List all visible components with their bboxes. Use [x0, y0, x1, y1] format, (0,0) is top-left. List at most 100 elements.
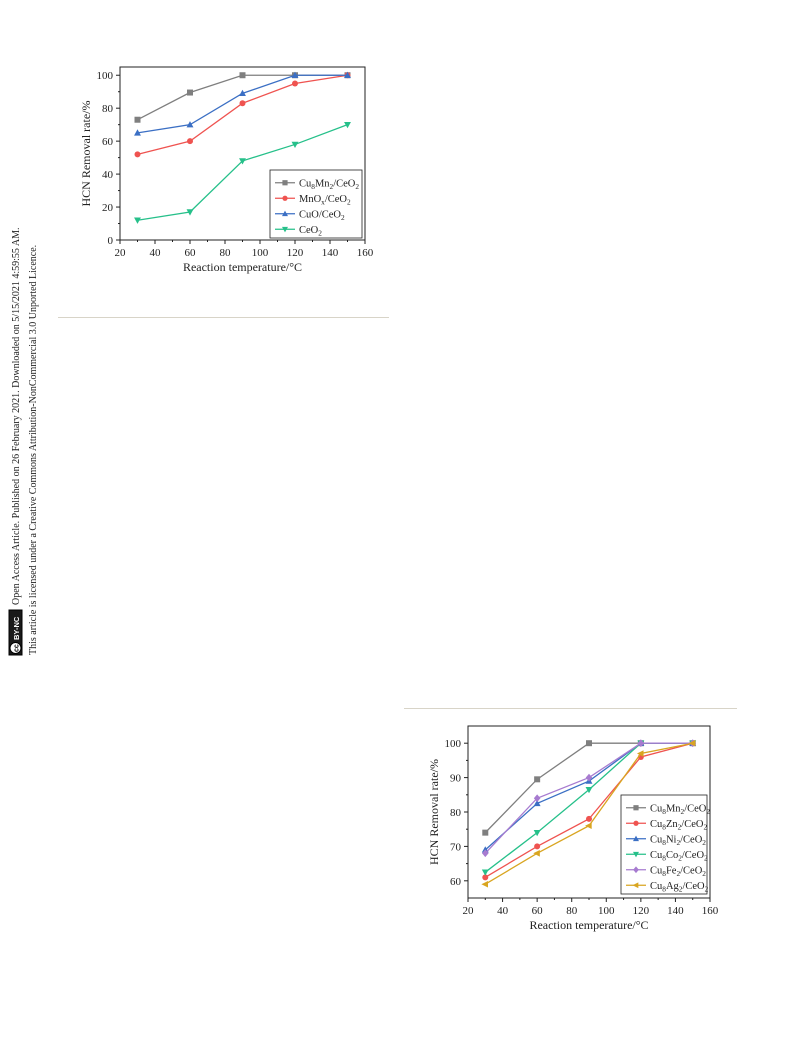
- data-point: [134, 116, 141, 123]
- legend-swatch-marker: [282, 226, 288, 233]
- x-tick-label: 140: [667, 905, 684, 917]
- data-point: [533, 849, 540, 857]
- data-point: [187, 138, 193, 145]
- series-5: [481, 739, 696, 888]
- series-2: [134, 71, 351, 136]
- data-point: [533, 829, 541, 837]
- chart-hcn-removal-oxides: 20 40 60 80 100 120 140 160020406080100Reaction…: [79, 66, 374, 274]
- y-tick-label: 0: [108, 235, 114, 247]
- x-tick-label: 140: [322, 247, 339, 259]
- data-point: [533, 794, 541, 803]
- data-point: [585, 786, 593, 794]
- data-point: [291, 71, 299, 78]
- y-tick-label: 20: [102, 202, 114, 214]
- legend-label: CuO/CeO2: [299, 209, 345, 222]
- legend-label: Cu8Ni2/CeO2: [650, 834, 706, 847]
- data-point: [481, 869, 489, 876]
- data-point: [534, 776, 541, 783]
- data-point: [534, 843, 541, 850]
- x-tick-label: 40: [150, 247, 162, 259]
- series-line: [137, 74, 348, 155]
- y-tick-label: 80: [102, 103, 114, 115]
- cc-badge: cc BY-NC: [8, 609, 23, 656]
- data-point: [482, 874, 489, 881]
- data-point: [187, 89, 193, 96]
- x-tick-label: 80: [220, 247, 232, 259]
- data-point: [239, 72, 246, 79]
- data-point: [585, 773, 593, 782]
- x-tick-label: 100: [598, 905, 615, 917]
- data-point: [134, 217, 141, 224]
- data-point: [637, 739, 645, 748]
- legend-swatch-marker: [633, 851, 639, 858]
- legend-label: Cu8Ag2/CeO2: [650, 881, 709, 894]
- series-3: [134, 121, 351, 224]
- x-tick-label: 120: [633, 905, 650, 917]
- legend-swatch-marker: [633, 866, 639, 874]
- cc-badge-logo: cc: [14, 644, 21, 652]
- data-point: [344, 71, 351, 78]
- x-axis-label: Reaction temperature/°C: [183, 260, 302, 274]
- x-tick-label: 40: [497, 905, 509, 917]
- x-tick-label: 60: [185, 247, 197, 259]
- legend-label: Cu8Mn2/CeO2: [650, 803, 710, 816]
- data-point: [239, 158, 246, 165]
- x-tick-label: 120: [287, 247, 304, 259]
- data-point: [186, 209, 194, 216]
- data-point: [688, 739, 696, 747]
- y-tick-label: 60: [102, 136, 114, 148]
- data-point: [481, 880, 488, 888]
- data-point: [134, 151, 141, 158]
- data-point: [239, 89, 246, 97]
- legend-label: Cu8Zn2/CeO2: [650, 819, 707, 832]
- x-axis-label: Reaction temperature/°C: [529, 918, 648, 932]
- legend-swatch-marker: [633, 805, 639, 811]
- y-tick-label: 100: [97, 70, 114, 82]
- x-tick-label: 60: [532, 905, 544, 917]
- x-tick-label: 80: [566, 905, 578, 917]
- y-axis-label: HCN Removal rate/%: [79, 101, 93, 207]
- y-tick-label: 90: [450, 773, 462, 785]
- series-line: [137, 74, 348, 121]
- license-line-2: This article is licensed under a Creativ…: [28, 245, 39, 655]
- x-tick-label: 100: [252, 247, 269, 259]
- y-tick-label: 40: [102, 169, 114, 181]
- data-point: [585, 822, 592, 830]
- data-point: [134, 129, 141, 136]
- legend-swatch-marker: [633, 820, 639, 826]
- x-tick-label: 160: [702, 905, 719, 917]
- data-point: [636, 750, 644, 757]
- section-divider-top: [58, 317, 389, 318]
- x-tick-label: 160: [357, 247, 374, 259]
- legend-label: Cu8Fe2/CeO2: [650, 865, 706, 878]
- chart-hcn-removal-doped: 20 40 60 80 100 120 140 16060708090100Reaction …: [427, 725, 719, 932]
- legend: Cu8Mn2/CeO2 Cu8Zn2/CeO2 Cu8Ni2/CeO2 Cu8Co2/…: [620, 794, 710, 895]
- data-point: [586, 815, 592, 822]
- legend-label: Cu8Co2/CeO2: [650, 850, 708, 863]
- x-tick-label: 20: [463, 905, 475, 917]
- data-point: [482, 829, 489, 836]
- y-tick-label: 80: [450, 807, 462, 819]
- legend-swatch-marker: [282, 180, 288, 186]
- data-point: [586, 740, 592, 747]
- license-line-1: Open Access Article. Published on 26 Feb…: [11, 228, 22, 605]
- legend-label: CeO2: [299, 225, 322, 238]
- data-point: [292, 80, 298, 87]
- legend-label: MnOx/CeO2: [299, 194, 351, 207]
- legend: Cu8Mn2/CeO2 MnOx/CeO2 CuO/CeO2 CeO2: [269, 169, 363, 239]
- data-point: [291, 141, 299, 149]
- legend-box: [620, 794, 708, 895]
- license-sidebar: Open Access Article. Published on 26 Feb…: [8, 228, 39, 656]
- data-point: [481, 849, 489, 858]
- legend-swatch-marker: [282, 195, 288, 201]
- y-axis-label: HCN Removal rate/%: [427, 759, 441, 865]
- legend-swatch-marker: [282, 210, 288, 217]
- y-tick-label: 60: [450, 876, 462, 888]
- y-tick-label: 70: [450, 841, 462, 853]
- legend-swatch-marker: [633, 835, 639, 842]
- legend-swatch-marker: [632, 882, 639, 889]
- legend-label: Cu8Mn2/CeO2: [299, 178, 359, 191]
- data-point: [533, 799, 541, 807]
- series-1: [134, 72, 351, 158]
- y-tick-label: 100: [445, 738, 462, 750]
